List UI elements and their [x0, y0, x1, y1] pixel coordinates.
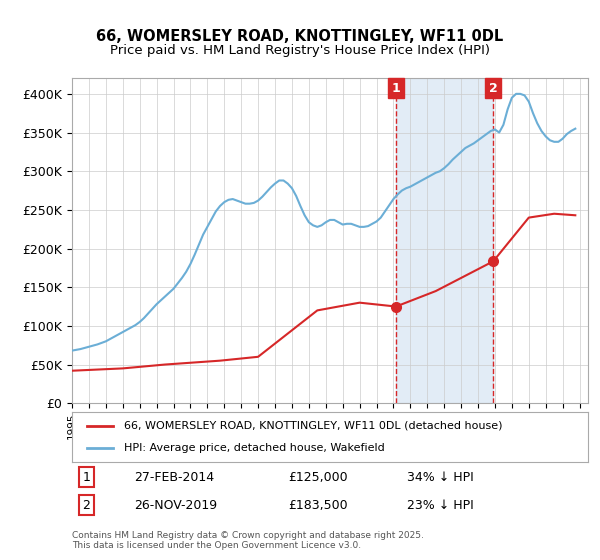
Text: £125,000: £125,000 — [289, 470, 349, 484]
Text: 1: 1 — [392, 82, 400, 95]
Bar — [396, 78, 493, 403]
Text: 1: 1 — [82, 470, 90, 484]
Text: Price paid vs. HM Land Registry's House Price Index (HPI): Price paid vs. HM Land Registry's House … — [110, 44, 490, 57]
Text: 2: 2 — [82, 498, 90, 512]
Text: 34% ↓ HPI: 34% ↓ HPI — [407, 470, 474, 484]
Text: 23% ↓ HPI: 23% ↓ HPI — [407, 498, 474, 512]
Text: 2: 2 — [489, 82, 497, 95]
Text: 66, WOMERSLEY ROAD, KNOTTINGLEY, WF11 0DL: 66, WOMERSLEY ROAD, KNOTTINGLEY, WF11 0D… — [97, 29, 503, 44]
Text: 66, WOMERSLEY ROAD, KNOTTINGLEY, WF11 0DL (detached house): 66, WOMERSLEY ROAD, KNOTTINGLEY, WF11 0D… — [124, 421, 502, 431]
Text: Contains HM Land Registry data © Crown copyright and database right 2025.
This d: Contains HM Land Registry data © Crown c… — [72, 531, 424, 550]
Text: £183,500: £183,500 — [289, 498, 349, 512]
Text: 26-NOV-2019: 26-NOV-2019 — [134, 498, 217, 512]
Text: 27-FEB-2014: 27-FEB-2014 — [134, 470, 214, 484]
Text: HPI: Average price, detached house, Wakefield: HPI: Average price, detached house, Wake… — [124, 443, 385, 453]
